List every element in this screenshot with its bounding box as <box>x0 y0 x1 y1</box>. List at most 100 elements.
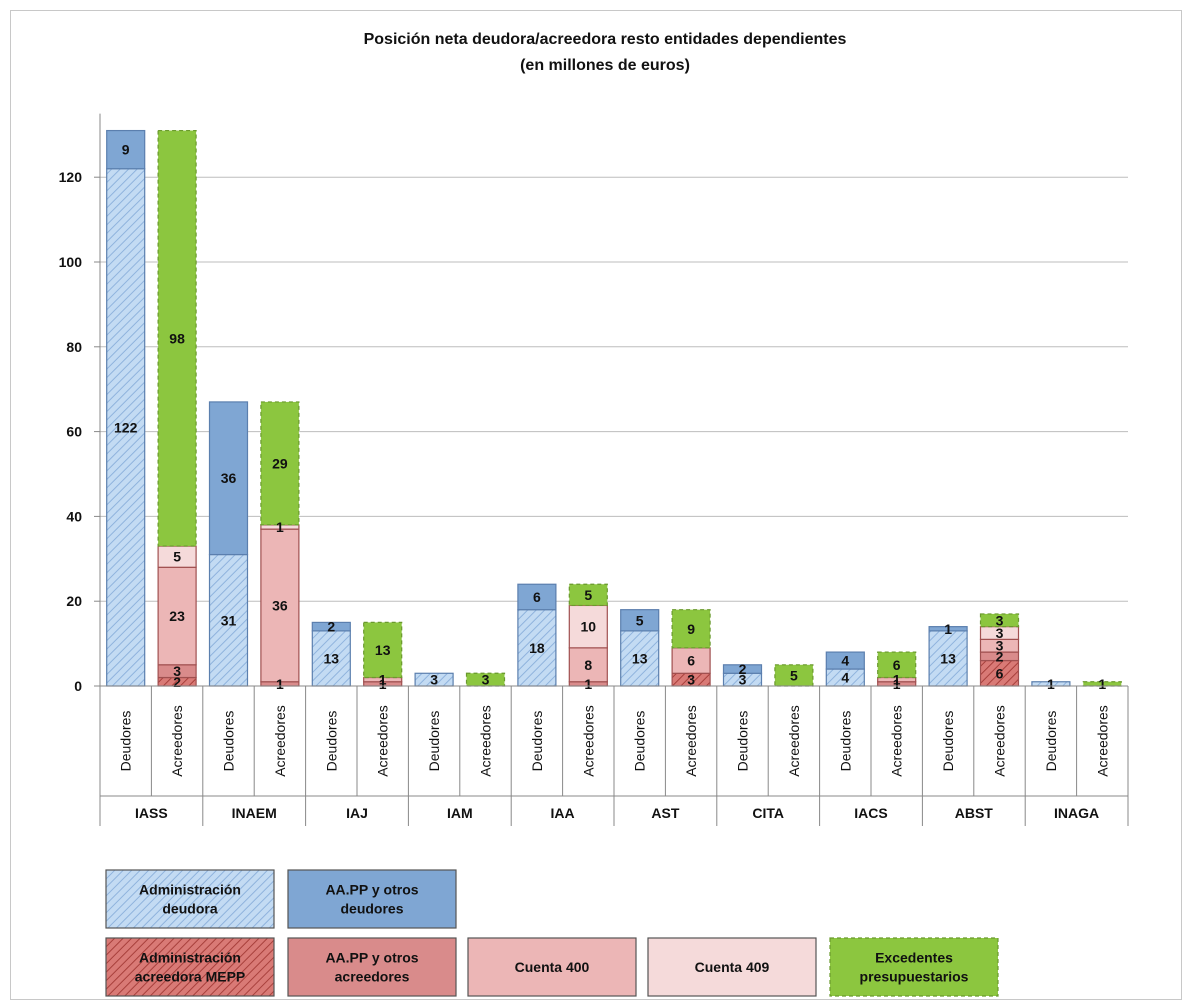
x-category-label: ABST <box>955 805 994 821</box>
x-category-label: IAJ <box>346 805 368 821</box>
legend-swatch <box>105 869 275 929</box>
legend-label: Cuenta 409 <box>695 959 770 975</box>
data-label: 4 <box>841 670 849 686</box>
data-label: 18 <box>529 640 545 656</box>
x-category-label: INAGA <box>1054 805 1099 821</box>
bar-segment <box>568 583 608 607</box>
data-label: 31 <box>221 612 237 628</box>
data-label: 3 <box>996 638 1004 654</box>
data-label: 1 <box>379 672 387 688</box>
data-label: 36 <box>272 597 288 613</box>
x-category-label: IACS <box>854 805 887 821</box>
bar-segment <box>877 651 917 679</box>
x-category-label: CITA <box>752 805 784 821</box>
legend-label: acreedora MEPP <box>135 969 246 985</box>
data-label: 9 <box>687 621 695 637</box>
x-sub-label: Acreedores <box>786 705 802 777</box>
data-label: 1 <box>893 676 901 692</box>
data-label: 5 <box>790 667 798 683</box>
bar-segment <box>208 401 249 556</box>
data-label: 3 <box>739 672 747 688</box>
legend-label: deudores <box>340 901 403 917</box>
bar-segment <box>671 609 711 649</box>
legend-label: Administración <box>139 882 241 898</box>
legend-label: AA.PP y otros <box>325 882 418 898</box>
y-tick-label: 80 <box>66 339 82 355</box>
y-tick-label: 40 <box>66 508 82 524</box>
bar-segment <box>620 609 660 632</box>
x-sub-label: Acreedores <box>272 705 288 777</box>
legend-swatch <box>467 937 637 997</box>
data-label: 1 <box>1047 676 1055 692</box>
data-label: 36 <box>221 470 237 486</box>
data-label: 2 <box>739 661 747 677</box>
y-tick-label: 20 <box>66 593 82 609</box>
data-label: 1 <box>276 519 284 535</box>
x-category-label: IAM <box>447 805 473 821</box>
x-sub-label: Acreedores <box>169 705 185 777</box>
legend: Administración deudora AA.PP y otros deudor… <box>105 869 999 997</box>
y-tick-label: 0 <box>74 678 82 694</box>
x-sub-label: Acreedores <box>992 705 1008 777</box>
bar-segment <box>311 621 351 632</box>
data-label: 6 <box>996 665 1004 681</box>
bar-segment <box>106 168 146 687</box>
bar-segment <box>1082 681 1122 687</box>
y-tick-label: 100 <box>59 254 83 270</box>
x-sub-label: Acreedores <box>1094 705 1110 777</box>
data-label: 13 <box>324 650 340 666</box>
legend-label: Excedentes <box>875 950 953 966</box>
y-tick-label: 60 <box>66 424 82 440</box>
x-sub-label: Deudores <box>1043 711 1059 772</box>
bar-segment <box>517 583 557 611</box>
data-label: 2 <box>327 619 335 635</box>
x-sub-label: Acreedores <box>889 705 905 777</box>
data-label: 1 <box>944 621 952 637</box>
data-label: 2 <box>173 674 181 690</box>
data-label: 29 <box>272 455 288 471</box>
bars <box>106 129 1122 687</box>
legend-label: AA.PP y otros <box>325 950 418 966</box>
gridlines <box>100 176 1128 687</box>
data-label: 1 <box>584 676 592 692</box>
data-label: 13 <box>632 650 648 666</box>
data-label: 4 <box>841 653 849 669</box>
x-sub-label: Deudores <box>837 711 853 772</box>
bar-segment <box>825 651 865 670</box>
bar-segment <box>208 553 249 687</box>
data-label: 122 <box>114 419 138 435</box>
legend-label: acreedores <box>335 969 410 985</box>
chart-title: Posición neta deudora/acreedora resto en… <box>364 31 847 48</box>
data-label: 23 <box>169 608 185 624</box>
legend-label: deudora <box>162 901 217 917</box>
chart-subtitle: (en millones de euros) <box>520 57 690 74</box>
data-label: 5 <box>636 612 644 628</box>
x-sub-label: Deudores <box>735 711 751 772</box>
data-label: 3 <box>430 672 438 688</box>
data-label: 6 <box>687 653 695 669</box>
chart-frame <box>10 10 1182 1000</box>
data-label: 5 <box>584 587 592 603</box>
bar-segment <box>928 626 968 632</box>
bar-segment <box>260 528 300 683</box>
data-label: 3 <box>173 663 181 679</box>
data-label: 9 <box>122 142 130 158</box>
data-label: 10 <box>581 619 597 635</box>
x-sub-label: Deudores <box>632 711 648 772</box>
data-label: 98 <box>169 330 185 346</box>
x-sub-label: Deudores <box>426 711 442 772</box>
legend-label: Administración <box>139 950 241 966</box>
data-label: 6 <box>533 589 541 605</box>
data-label: 3 <box>996 625 1004 641</box>
bar-segment <box>620 630 660 687</box>
x-category-label: IASS <box>135 805 168 821</box>
data-label: 3 <box>482 672 490 688</box>
x-sub-label: Acreedores <box>580 705 596 777</box>
bar-segment <box>157 129 197 547</box>
bar-segment <box>979 613 1020 628</box>
x-category-label: AST <box>651 805 679 821</box>
x-category-label: INAEM <box>232 805 277 821</box>
legend-swatch <box>829 937 999 997</box>
data-label: 13 <box>940 650 956 666</box>
bar-segment <box>568 647 608 683</box>
